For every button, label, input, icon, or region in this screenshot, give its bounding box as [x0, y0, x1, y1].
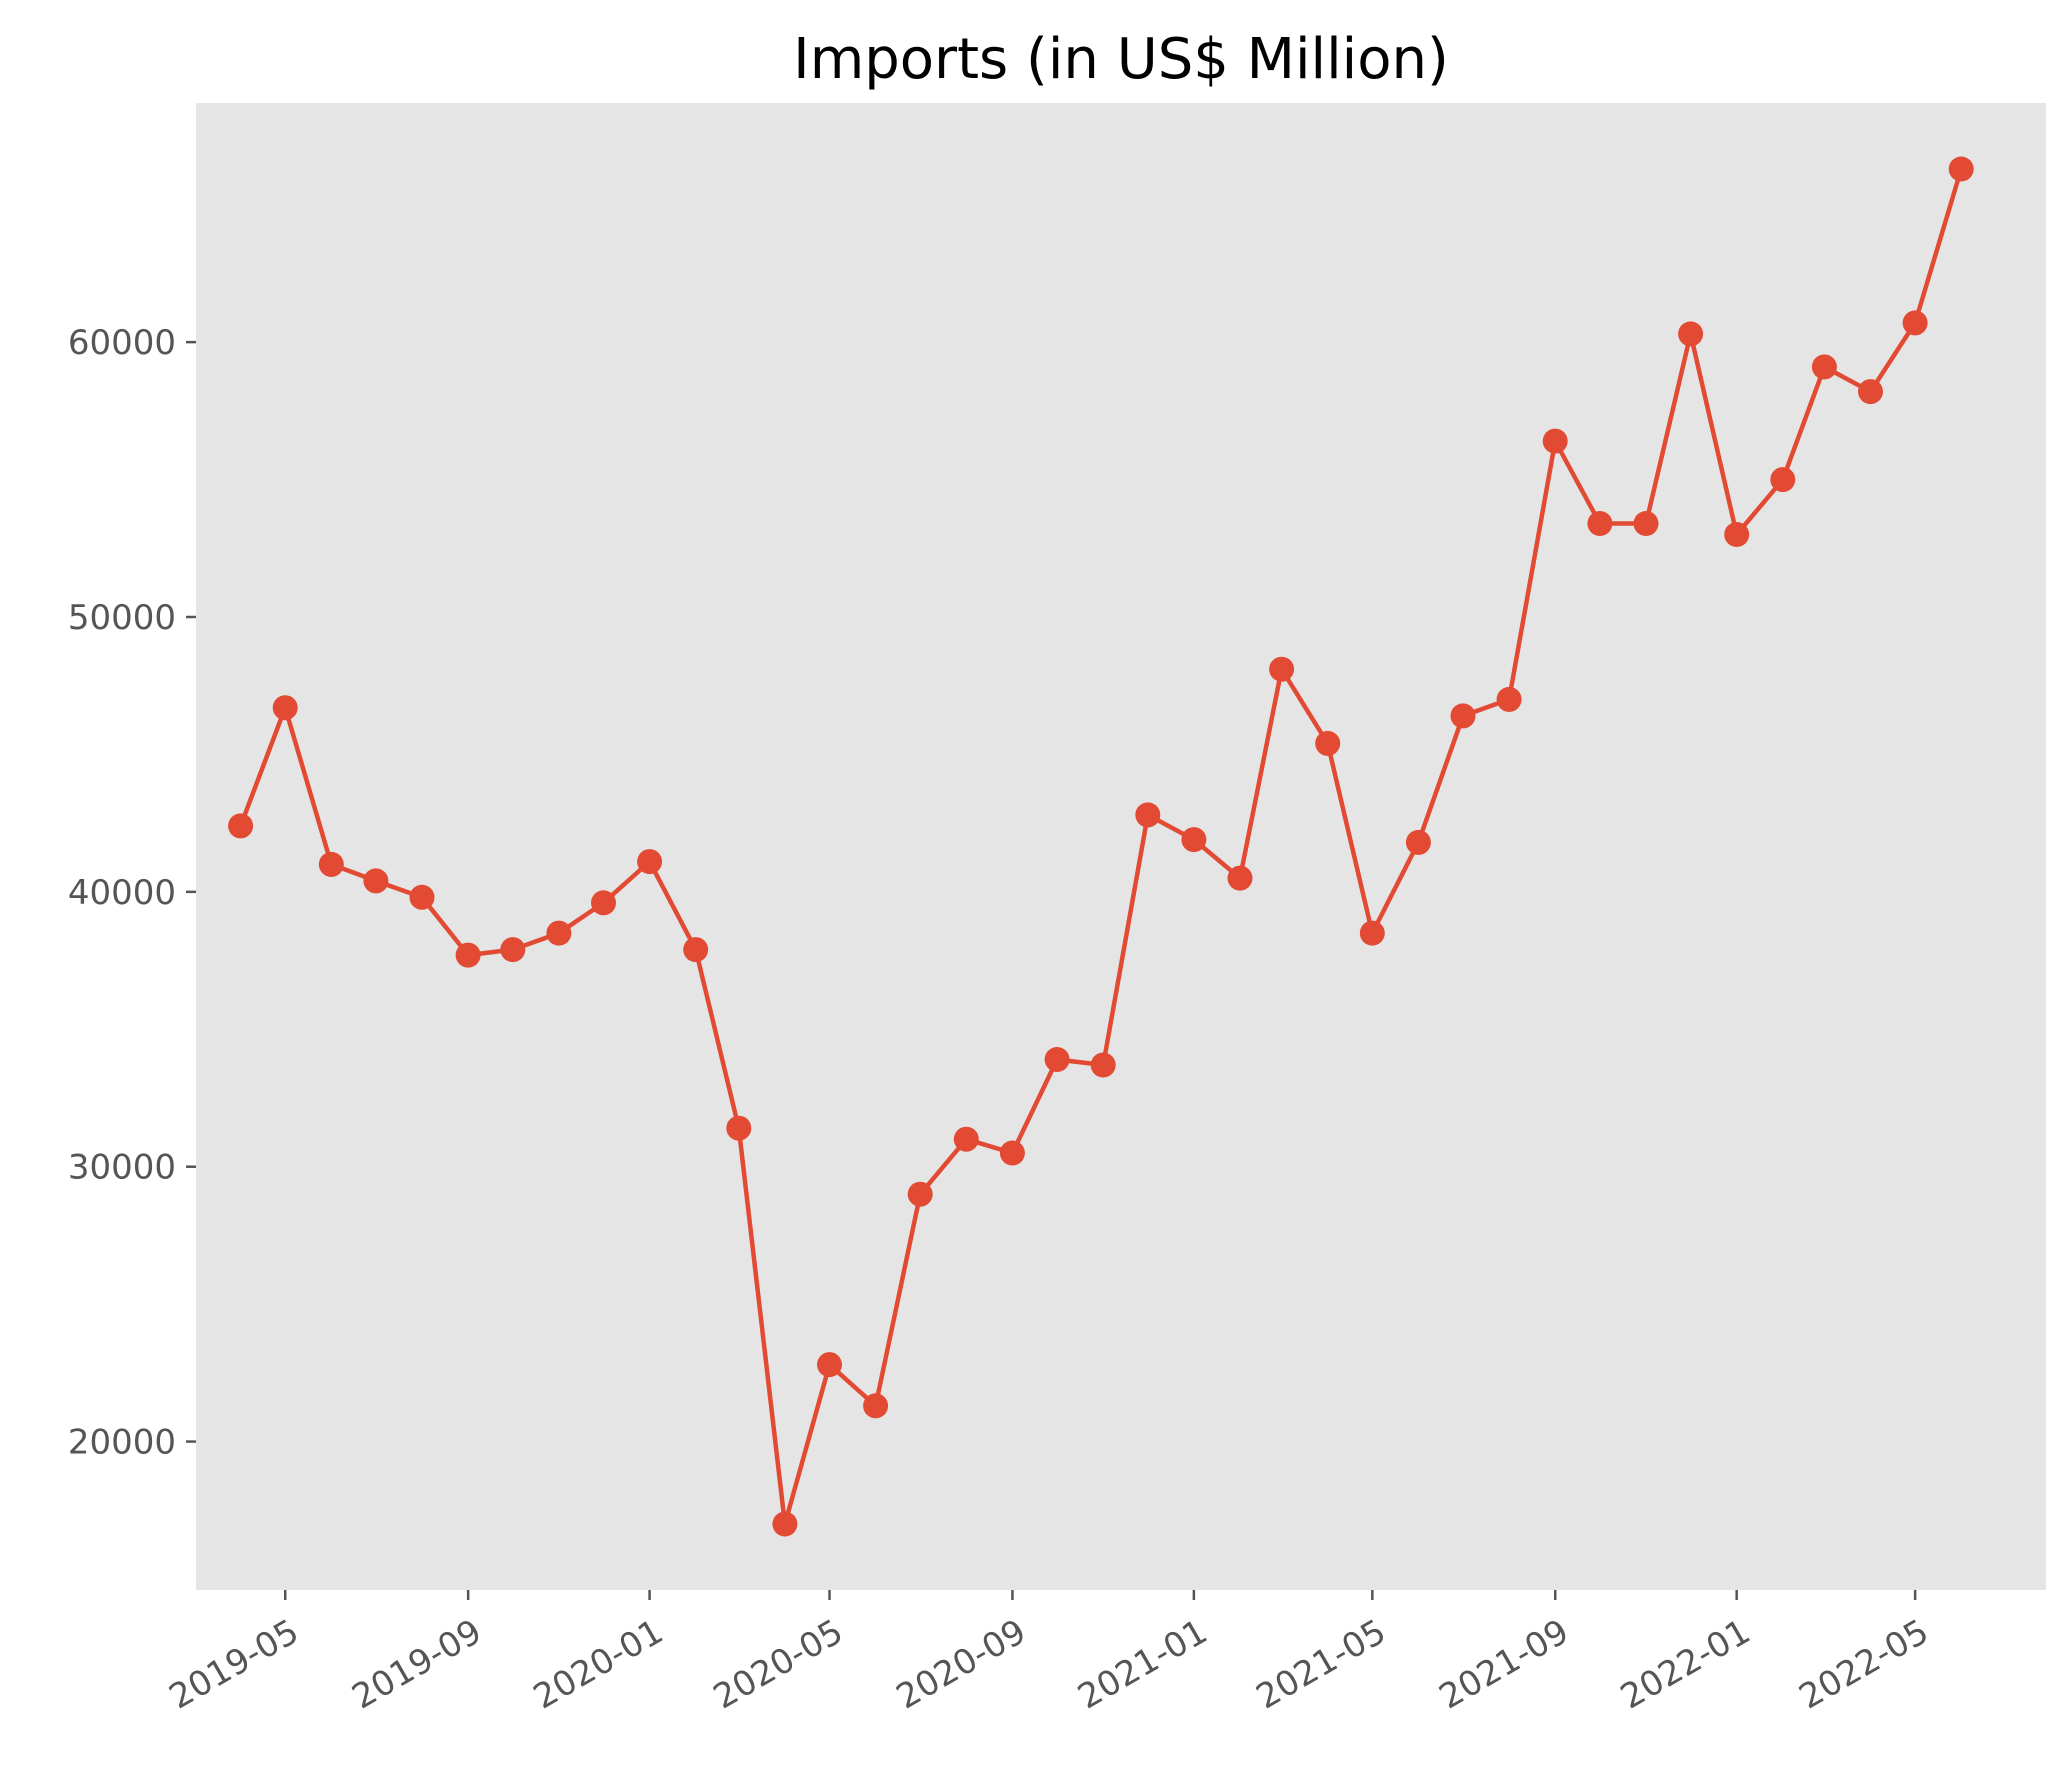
- data-point: [817, 1352, 842, 1378]
- data-point: [500, 937, 526, 963]
- series-layer: [228, 156, 1974, 1537]
- data-point: [1770, 467, 1796, 493]
- data-point: [772, 1511, 798, 1537]
- y-axis: 20000 30000 40000 50000 60000: [68, 323, 196, 1463]
- y-tick-label: 50000: [68, 598, 176, 638]
- x-tick-label: 2019-09: [346, 1612, 489, 1718]
- chart-title: Imports (in US$ Million): [793, 27, 1449, 92]
- x-tick-label: 2021-05: [1250, 1612, 1393, 1718]
- data-point: [1858, 379, 1883, 405]
- x-tick-label: 2020-01: [527, 1612, 670, 1718]
- data-point: [1948, 156, 1974, 182]
- data-point: [272, 695, 298, 721]
- data-point: [591, 890, 616, 916]
- data-point: [1450, 703, 1476, 729]
- data-point: [953, 1126, 979, 1152]
- data-point: [1181, 827, 1207, 853]
- data-point: [1678, 321, 1704, 347]
- y-tick-label: 30000: [68, 1148, 176, 1188]
- x-tick-label: 2019-05: [163, 1612, 306, 1718]
- data-point: [1315, 730, 1341, 756]
- data-point: [455, 942, 481, 968]
- data-point: [228, 813, 254, 839]
- plot-area: [196, 103, 2046, 1590]
- x-tick-label: 2021-01: [1071, 1612, 1214, 1718]
- data-point: [1724, 522, 1750, 547]
- data-point: [1811, 354, 1837, 380]
- data-point: [683, 937, 709, 963]
- x-tick-label: 2021-09: [1433, 1612, 1576, 1718]
- data-point: [546, 920, 572, 946]
- x-tick-label: 2022-05: [1793, 1612, 1936, 1718]
- data-point: [637, 849, 663, 875]
- data-point: [1496, 686, 1522, 712]
- data-point: [1902, 310, 1928, 336]
- y-tick-label: 20000: [68, 1423, 176, 1463]
- data-point: [1405, 829, 1431, 855]
- data-point: [1269, 656, 1295, 682]
- data-point: [999, 1140, 1025, 1166]
- data-point: [1633, 511, 1659, 536]
- data-point: [726, 1115, 752, 1141]
- data-point: [907, 1181, 933, 1207]
- x-tick-label: 2020-05: [707, 1612, 850, 1718]
- data-point: [863, 1393, 889, 1419]
- y-tick-label: 40000: [68, 873, 176, 913]
- data-point: [409, 884, 435, 910]
- x-tick-label: 2020-09: [890, 1612, 1033, 1718]
- data-point: [363, 868, 389, 894]
- data-point: [1542, 428, 1568, 454]
- data-point: [1587, 511, 1613, 536]
- x-axis: 2019-05 2019-09 2020-01 2020-05 2020-09 2021-…: [163, 1590, 1936, 1717]
- y-tick-label: 60000: [68, 323, 176, 363]
- data-point: [1090, 1052, 1116, 1078]
- data-point: [1359, 920, 1385, 946]
- x-tick-label: 2022-01: [1614, 1612, 1757, 1718]
- data-point: [1227, 865, 1253, 891]
- data-point: [1135, 802, 1161, 828]
- data-point: [318, 851, 344, 877]
- data-point: [1044, 1047, 1070, 1072]
